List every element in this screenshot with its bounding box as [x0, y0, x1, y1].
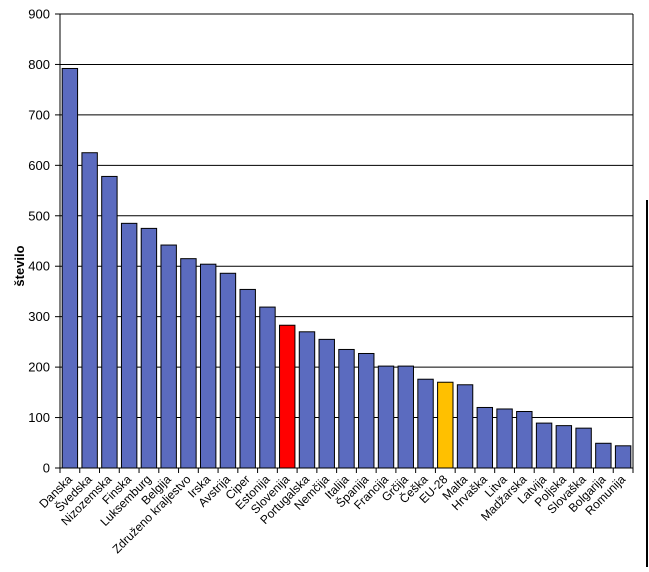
y-tick-label: 900 — [28, 7, 50, 22]
bar-romunija — [614, 445, 632, 469]
bar-malta — [456, 384, 474, 469]
y-axis-label: število — [12, 245, 27, 286]
bar-avstrija — [219, 272, 237, 469]
bar-združeno-kraljestvo — [180, 258, 197, 469]
bar-eu-28 — [437, 381, 454, 469]
y-tick-label: 600 — [28, 158, 50, 173]
bar-latvija — [535, 422, 553, 469]
bar-italija — [338, 348, 355, 469]
bar-madžarska — [516, 411, 533, 469]
bar-ciper — [239, 288, 256, 469]
bar-nizozemska — [101, 175, 118, 469]
y-tick-label: 0 — [43, 461, 50, 476]
bar-poljska — [555, 425, 573, 469]
bar-danska — [61, 67, 79, 469]
y-tick-label: 800 — [28, 57, 50, 72]
bars — [61, 67, 632, 469]
bar-švedska — [81, 152, 98, 469]
frame-edge-line — [646, 200, 648, 567]
bar-irska — [199, 263, 217, 469]
y-tick-label: 700 — [28, 107, 50, 122]
y-tick-label: 300 — [28, 309, 50, 324]
bar-litva — [496, 408, 513, 469]
bar-nemčija — [318, 338, 335, 469]
bar-portugalska — [298, 331, 316, 469]
bar-španija — [358, 352, 375, 469]
bar-hrvaška — [476, 406, 494, 469]
bar-belgija — [160, 244, 177, 469]
bar-bolgarija — [595, 442, 612, 469]
bar-češka — [417, 378, 434, 469]
axes — [55, 13, 634, 473]
y-tick-label: 500 — [28, 208, 50, 223]
x-tick-labels: DanskaŠvedskaNizozemskaFinskaLuksemburgB… — [36, 471, 628, 556]
bar-slovaška — [575, 427, 592, 469]
bar-slovenija — [279, 324, 296, 469]
bar-grčija — [397, 365, 414, 469]
bar-finska — [120, 222, 138, 469]
bar-francija — [377, 365, 395, 469]
y-tick-labels: 0 100 200 300 400 500 600 700 800 900 — [28, 7, 50, 476]
y-tick-label: 200 — [28, 360, 50, 375]
bar-luksemburg — [140, 227, 158, 469]
y-tick-label: 400 — [28, 259, 50, 274]
y-tick-label: 100 — [28, 410, 50, 425]
bar-estonija — [259, 306, 276, 469]
